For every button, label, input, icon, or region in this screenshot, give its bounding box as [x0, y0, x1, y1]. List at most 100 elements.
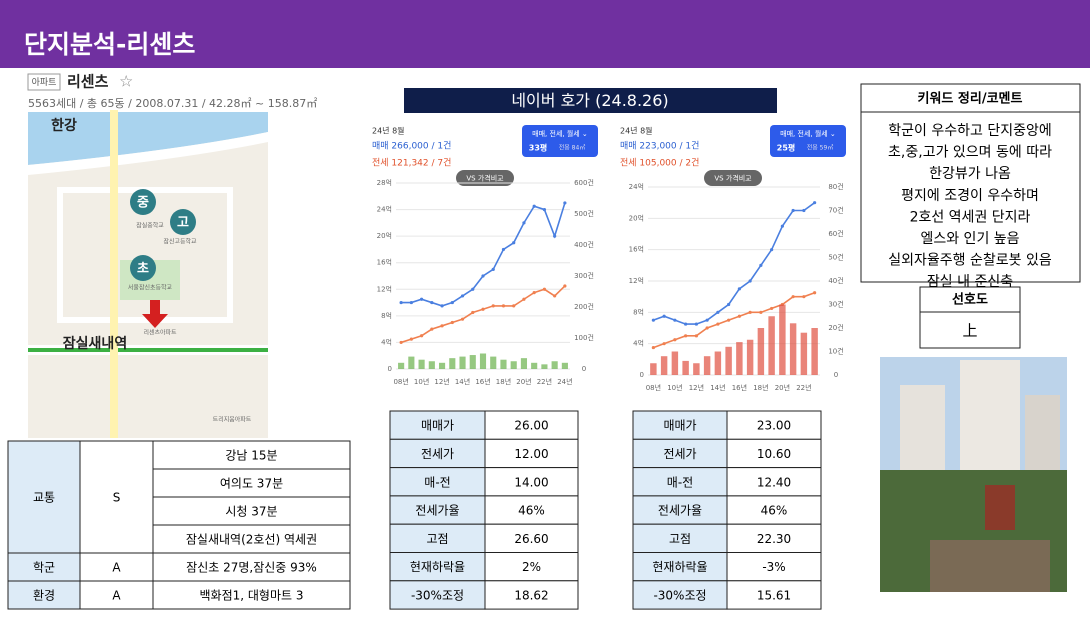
y-tick-label: 16억	[377, 259, 392, 267]
y2-tick-label: 0	[582, 365, 586, 373]
price-point	[727, 318, 731, 322]
filter-button[interactable]	[522, 125, 598, 157]
volume-bar	[671, 351, 679, 375]
comment-line: 2호선 역세권 단지라	[910, 209, 1031, 225]
comment-line: 한강뷰가 나옴	[929, 166, 1011, 182]
chart-sale: 매매 266,000 / 1건	[372, 141, 451, 152]
table-cell	[726, 467, 822, 497]
table-text: 전세가	[663, 447, 696, 461]
x-tick-label: 10년	[414, 377, 429, 386]
price-point	[748, 310, 752, 314]
volume-bar	[490, 356, 497, 369]
table-cell	[484, 467, 579, 497]
table-text: 18.62	[514, 588, 548, 602]
volume-bar	[682, 360, 689, 375]
volume-bar	[703, 356, 711, 375]
map-place: 서울잠신초등학교	[128, 284, 173, 292]
table-text: 매-전	[667, 475, 693, 489]
table-cell	[7, 580, 81, 610]
x-tick-label: 22년	[796, 383, 811, 392]
map-marker: 초	[137, 262, 149, 277]
chart-jeonse: 전세 105,000 / 2건	[620, 158, 699, 169]
x-tick-label: 08년	[646, 383, 661, 392]
table-text: 15.61	[757, 588, 791, 602]
table-text: 매매가	[663, 419, 696, 433]
price-point	[694, 322, 698, 326]
price-point	[491, 267, 495, 271]
map-marker: 중	[137, 196, 149, 211]
volume-bar	[479, 353, 487, 369]
comment-line: 잠실 내 준신축	[927, 274, 1013, 290]
price-point	[759, 310, 763, 314]
table-text: A	[112, 589, 121, 603]
table-text: 10.60	[757, 447, 791, 461]
y2-tick-label: 30건	[828, 300, 843, 309]
price-point	[780, 224, 784, 228]
table-cell	[389, 523, 486, 554]
y-tick-label: 8억	[633, 308, 644, 316]
photo	[880, 357, 1067, 592]
price-point	[481, 274, 485, 278]
table-text: 강남 15분	[225, 449, 277, 463]
table-cell	[726, 495, 822, 525]
table-cell	[726, 438, 822, 469]
price-point	[662, 314, 666, 318]
price-point	[512, 241, 516, 245]
table-text: 26.00	[514, 419, 548, 433]
compare-label: VS 가격비교	[466, 174, 504, 183]
map-place: 리센츠아파트	[143, 329, 177, 337]
volume-bar	[408, 356, 415, 369]
area-label: 전용 84㎡	[559, 144, 586, 152]
price-point	[813, 201, 817, 205]
chart-month: 24년 8월	[620, 126, 653, 136]
y2-tick-label: 70건	[828, 206, 843, 215]
compare-label: VS 가격비교	[714, 174, 752, 183]
table-text: 전세가율	[415, 504, 459, 518]
map	[28, 110, 268, 438]
comment-title: 키워드 정리/코멘트	[918, 91, 1023, 107]
compare-button[interactable]	[704, 170, 762, 186]
y2-tick-label: 100건	[574, 333, 594, 342]
price-point	[409, 337, 413, 341]
table-cell	[79, 580, 154, 610]
table-cell	[152, 552, 351, 582]
table-cell	[389, 495, 486, 525]
title: 단지분석-리센츠	[24, 30, 195, 59]
x-tick-label: 14년	[455, 377, 470, 386]
table-text: 전세가율	[658, 504, 702, 518]
table-text: 22.30	[757, 532, 791, 546]
price-point	[501, 247, 506, 252]
y-tick-label: 20억	[377, 232, 392, 240]
header-bar	[0, 0, 1090, 68]
x-tick-label: 10년	[667, 383, 682, 392]
volume-bar	[469, 355, 476, 369]
table-text: 전세가	[421, 447, 454, 461]
price-point	[460, 317, 465, 321]
y2-tick-label: 10건	[828, 347, 843, 356]
y-tick-label: 24억	[377, 206, 392, 214]
volume-bar	[438, 362, 446, 369]
table-text: 23.00	[757, 419, 791, 433]
x-tick-label: 12년	[434, 377, 449, 386]
volume-bar	[449, 358, 456, 369]
price-point	[563, 201, 567, 205]
volume-bar	[800, 332, 808, 375]
table-text: 고점	[426, 532, 448, 546]
price-point	[553, 234, 557, 238]
price-point	[802, 295, 806, 299]
table-cell	[726, 552, 822, 582]
price-point	[673, 338, 677, 342]
price-point	[399, 340, 403, 345]
price-point	[409, 300, 413, 305]
table-text: 고점	[669, 532, 691, 546]
volume-bar	[418, 359, 425, 369]
filter-button[interactable]	[770, 125, 846, 157]
comment-line: 초,중,고가 있으며 동에 따라	[888, 145, 1052, 161]
compare-button[interactable]	[456, 170, 514, 186]
price-point	[553, 294, 557, 298]
y2-tick-label: 300건	[574, 271, 594, 280]
price-point	[759, 263, 763, 267]
y-tick-label: 16억	[629, 246, 644, 254]
table-text: A	[112, 561, 121, 575]
